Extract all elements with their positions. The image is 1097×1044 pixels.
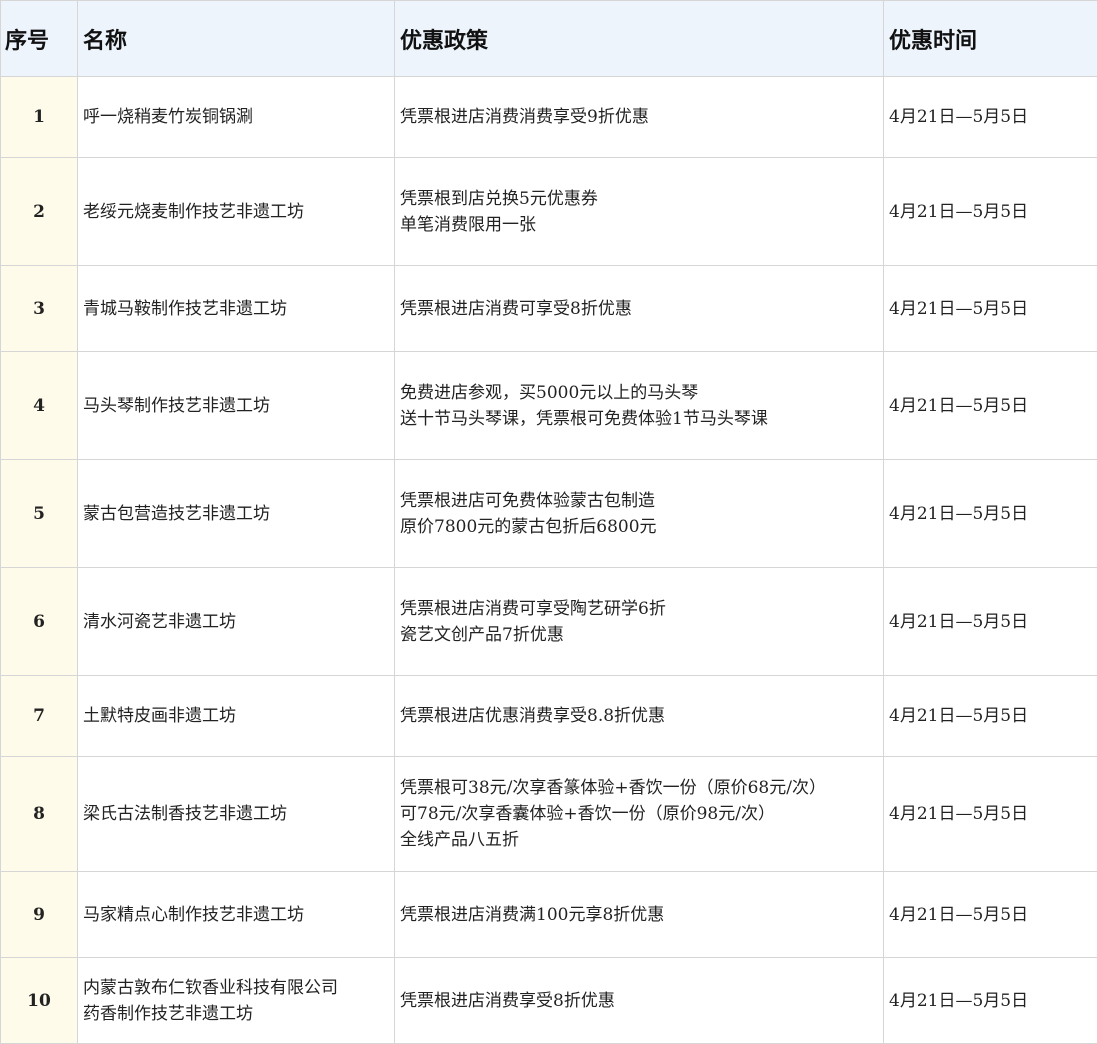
row-number: 7 [0, 675, 78, 757]
row-name: 清水河瓷艺非遗工坊 [77, 567, 395, 676]
header-no: 序号 [0, 0, 78, 77]
table-row: 9 马家精点心制作技艺非遗工坊 凭票根进店消费满100元享8折优惠 4月21日—5月5… [0, 871, 1097, 958]
row-number: 6 [0, 567, 78, 676]
row-time: 4月21日—5月5日 [883, 957, 1097, 1044]
row-policy: 凭票根到店兑换5元优惠券 单笔消费限用一张 [394, 157, 884, 266]
table-row: 6 清水河瓷艺非遗工坊 凭票根进店消费可享受陶艺研学6折 瓷艺文创产品7折优惠 4月2… [0, 567, 1097, 676]
row-policy: 凭票根进店消费享受8折优惠 [394, 957, 884, 1044]
row-number: 5 [0, 459, 78, 568]
row-name: 青城马鞍制作技艺非遗工坊 [77, 265, 395, 352]
row-policy: 凭票根进店优惠消费享受8.8折优惠 [394, 675, 884, 757]
row-number: 3 [0, 265, 78, 352]
row-time: 4月21日—5月5日 [883, 871, 1097, 958]
header-policy: 优惠政策 [394, 0, 884, 77]
header-row: 序号 名称 优惠政策 优惠时间 [0, 0, 1097, 77]
table-row: 4 马头琴制作技艺非遗工坊 免费进店参观，买5000元以上的马头琴 送十节马头琴课，… [0, 351, 1097, 460]
row-policy: 凭票根可38元/次享香篆体验+香饮一份（原价68元/次） 可78元/次享香囊体验… [394, 756, 884, 872]
row-name: 梁氏古法制香技艺非遗工坊 [77, 756, 395, 872]
row-number: 2 [0, 157, 78, 266]
row-number: 1 [0, 76, 78, 158]
row-name: 内蒙古敦布仁钦香业科技有限公司 药香制作技艺非遗工坊 [77, 957, 395, 1044]
row-policy: 凭票根进店消费可享受8折优惠 [394, 265, 884, 352]
row-time: 4月21日—5月5日 [883, 157, 1097, 266]
row-policy: 凭票根进店消费可享受陶艺研学6折 瓷艺文创产品7折优惠 [394, 567, 884, 676]
row-policy: 免费进店参观，买5000元以上的马头琴 送十节马头琴课，凭票根可免费体验1节马头… [394, 351, 884, 460]
table-row: 7 土默特皮画非遗工坊 凭票根进店优惠消费享受8.8折优惠 4月21日—5月5日 [0, 675, 1097, 757]
row-name: 马头琴制作技艺非遗工坊 [77, 351, 395, 460]
row-name: 蒙古包营造技艺非遗工坊 [77, 459, 395, 568]
row-time: 4月21日—5月5日 [883, 265, 1097, 352]
row-number: 4 [0, 351, 78, 460]
header-time: 优惠时间 [883, 0, 1097, 77]
row-policy: 凭票根进店消费消费享受9折优惠 [394, 76, 884, 158]
header-name: 名称 [77, 0, 395, 77]
table-row: 2 老绥元烧麦制作技艺非遗工坊 凭票根到店兑换5元优惠券 单笔消费限用一张 4月21日… [0, 157, 1097, 266]
table-row: 10 内蒙古敦布仁钦香业科技有限公司 药香制作技艺非遗工坊 凭票根进店消费享受8折优… [0, 957, 1097, 1044]
row-number: 8 [0, 756, 78, 872]
row-time: 4月21日—5月5日 [883, 756, 1097, 872]
table-row: 5 蒙古包营造技艺非遗工坊 凭票根进店可免费体验蒙古包制造 原价7800元的蒙古包折… [0, 459, 1097, 568]
row-time: 4月21日—5月5日 [883, 567, 1097, 676]
table-row: 8 梁氏古法制香技艺非遗工坊 凭票根可38元/次享香篆体验+香饮一份（原价68元/次… [0, 756, 1097, 872]
row-time: 4月21日—5月5日 [883, 76, 1097, 158]
row-time: 4月21日—5月5日 [883, 675, 1097, 757]
row-name: 呼一烧稍麦竹炭铜锅涮 [77, 76, 395, 158]
row-policy: 凭票根进店消费满100元享8折优惠 [394, 871, 884, 958]
row-time: 4月21日—5月5日 [883, 459, 1097, 568]
row-name: 老绥元烧麦制作技艺非遗工坊 [77, 157, 395, 266]
table-row: 3 青城马鞍制作技艺非遗工坊 凭票根进店消费可享受8折优惠 4月21日—5月5日 [0, 265, 1097, 352]
row-policy: 凭票根进店可免费体验蒙古包制造 原价7800元的蒙古包折后6800元 [394, 459, 884, 568]
row-name: 马家精点心制作技艺非遗工坊 [77, 871, 395, 958]
row-number: 10 [0, 957, 78, 1044]
row-number: 9 [0, 871, 78, 958]
row-name: 土默特皮画非遗工坊 [77, 675, 395, 757]
row-time: 4月21日—5月5日 [883, 351, 1097, 460]
table-row: 1 呼一烧稍麦竹炭铜锅涮 凭票根进店消费消费享受9折优惠 4月21日—5月5日 [0, 76, 1097, 158]
